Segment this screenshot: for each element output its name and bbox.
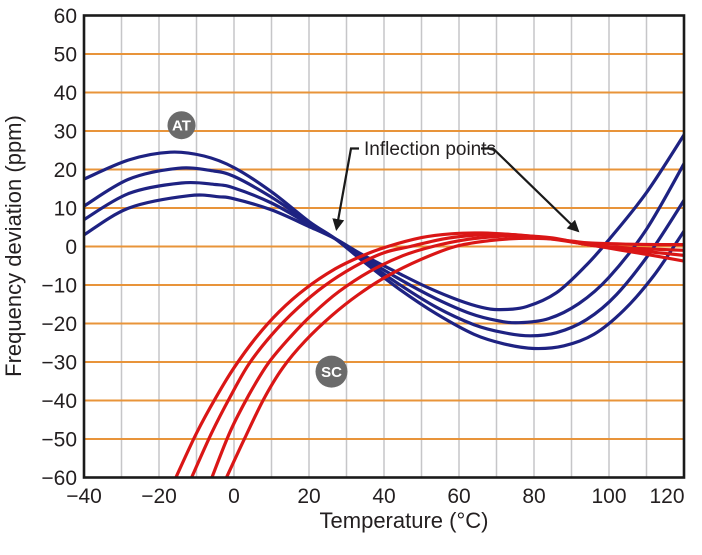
x-axis-tick-labels: −40 −20 0 20 40 60 80 100 120	[66, 485, 684, 508]
y-tick-label: −30	[41, 352, 77, 375]
y-tick-label: −40	[41, 390, 77, 413]
at-curve-2	[84, 166, 684, 338]
y-axis-tick-labels: 60 50 40 30 20 10 0 −10 −20 −30 −40 −50 −60	[41, 5, 77, 490]
y-tick-label: −10	[41, 275, 77, 298]
sc-curve-3	[210, 234, 684, 478]
inflection-leader-left-arrow	[332, 147, 359, 231]
plot-frame	[82, 14, 686, 479]
y-tick-label: 0	[65, 236, 77, 259]
x-axis-title: Temperature (°C)	[320, 508, 489, 533]
inflection-points-label: Inflection points	[364, 139, 496, 160]
at-badge-label: AT	[172, 118, 191, 135]
x-tick-label: 40	[372, 485, 395, 508]
sc-curve-4	[224, 236, 684, 478]
curves	[84, 133, 684, 478]
at-badge-circle	[167, 111, 196, 140]
sc-badge-circle	[315, 355, 348, 388]
x-tick-label: 0	[228, 485, 240, 508]
inflection-annotation: Inflection points	[332, 139, 580, 233]
y-tick-label: 50	[54, 44, 77, 67]
x-tick-label: −40	[66, 485, 102, 508]
x-tick-label: 80	[522, 485, 545, 508]
at-badge: AT	[167, 111, 196, 140]
at-curve-3	[84, 162, 684, 325]
sc-badge-label: SC	[321, 364, 342, 381]
y-tick-label: 40	[54, 82, 77, 105]
y-tick-label: 60	[54, 5, 77, 28]
y-tick-label: −20	[41, 313, 77, 336]
at-curve-1	[84, 150, 684, 351]
at-curve-4	[84, 133, 684, 312]
y-tick-label: −60	[41, 467, 77, 490]
y-tick-label: 30	[54, 121, 77, 144]
y-axis-title: Frequency deviation (ppm)	[1, 115, 26, 377]
x-tick-label: −20	[141, 485, 177, 508]
y-tick-label: −50	[41, 429, 77, 452]
x-tick-label: 100	[591, 485, 626, 508]
y-tick-label: 10	[54, 198, 77, 221]
x-tick-label: 120	[649, 485, 684, 508]
x-tick-label: 20	[297, 485, 320, 508]
sc-badge: SC	[315, 355, 348, 388]
y-tick-label: 20	[54, 159, 77, 182]
inflection-leader-right-arrow	[481, 147, 580, 233]
x-tick-label: 60	[447, 485, 470, 508]
